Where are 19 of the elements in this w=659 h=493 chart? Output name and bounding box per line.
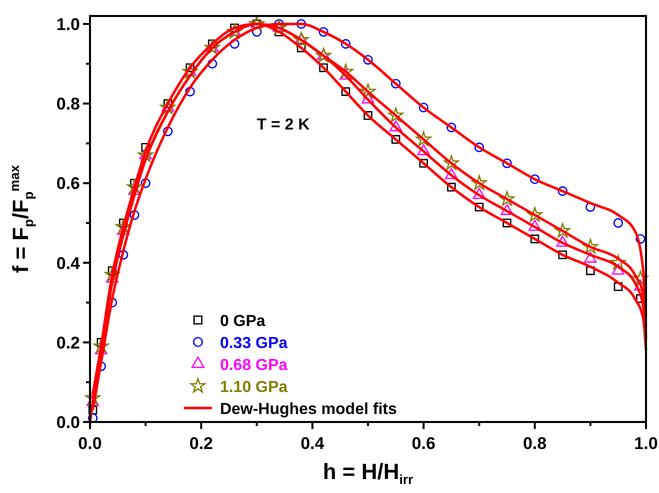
legend-label: 0.68 GPa (220, 357, 288, 374)
y-tick-label: 0.2 (56, 333, 80, 352)
y-tick-label: 0.8 (56, 94, 80, 114)
x-axis-title: h = H/H$_{irr}$ (322, 459, 414, 487)
y-tick-label: 0.6 (56, 174, 80, 194)
x-tick-label: 1.0 (634, 434, 658, 453)
legend-label: Dew-Hughes model fits (220, 401, 397, 418)
x-tick-label: 0.6 (412, 434, 436, 453)
x-tick-label: 0.0 (78, 434, 102, 453)
legend-label: 0.33 GPa (220, 335, 288, 352)
y-tick-label: 1.0 (56, 14, 80, 34)
x-tick-label: 0.4 (300, 434, 325, 453)
y-tick-label: 0.4 (56, 254, 81, 273)
x-tick-label: 0.2 (189, 434, 214, 453)
x-tick-label: 0.8 (522, 434, 547, 453)
legend-label: 1.10 GPa (220, 379, 288, 396)
y-tick-label: 0.0 (56, 413, 80, 432)
legend-label: 0 GPa (220, 313, 266, 330)
annotation: T = 2 K (256, 116, 310, 134)
